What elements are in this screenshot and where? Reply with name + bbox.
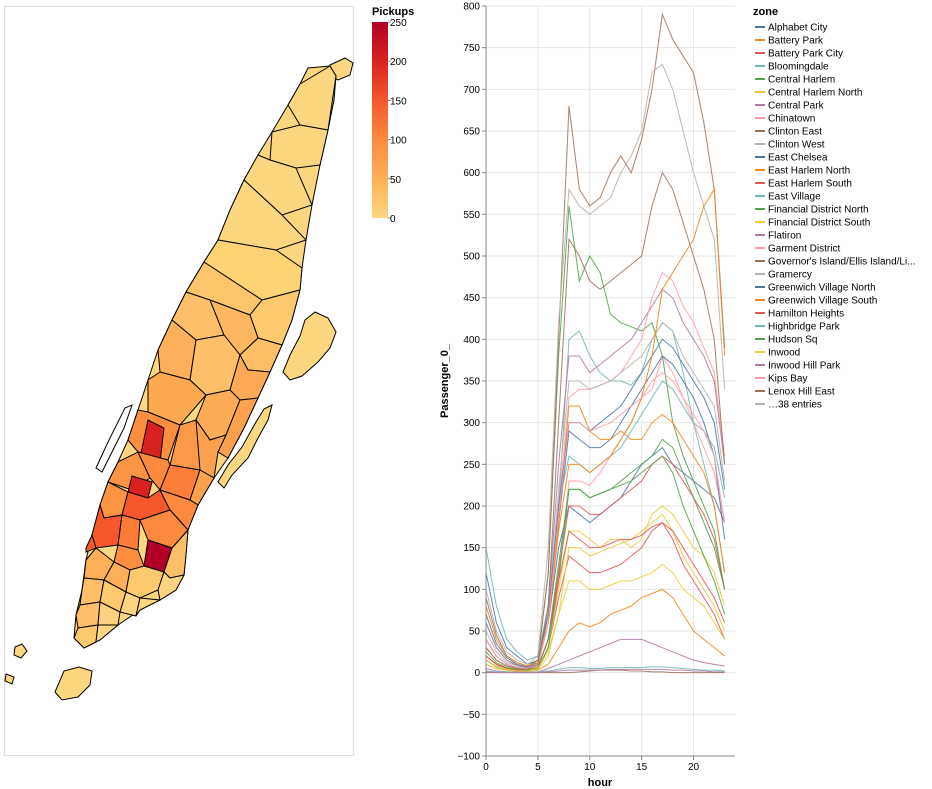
zone-seaport[interactable] xyxy=(95,624,120,643)
zone-governors-island[interactable] xyxy=(54,666,93,701)
zone-alphabet-city[interactable] xyxy=(157,571,185,601)
zone-roosevelt-fragment[interactable] xyxy=(4,673,15,685)
zone-chelsea-piers[interactable] xyxy=(85,533,97,553)
pickups-tick-label: 100 xyxy=(390,136,407,147)
pickups-tick-label: 150 xyxy=(390,96,407,107)
zone-kips-bay[interactable] xyxy=(159,489,199,531)
zone-tribeca[interactable] xyxy=(75,601,101,629)
map-zones xyxy=(73,65,337,649)
zone-randalls-island[interactable] xyxy=(13,643,28,659)
map-islands xyxy=(4,57,354,701)
zone-lower-east-side[interactable] xyxy=(135,597,162,617)
pickups-legend: Pickups 250 200 150 100 50 0 xyxy=(372,6,414,225)
zone-financial-district[interactable] xyxy=(73,624,99,649)
pickups-tick-label: 0 xyxy=(390,214,396,225)
zone-randalls-wards[interactable] xyxy=(282,311,337,381)
pickups-legend-title: Pickups xyxy=(372,6,414,18)
pickups-tick-label: 250 xyxy=(390,18,407,29)
zone-inwood-hill-park[interactable] xyxy=(269,124,329,169)
pickups-tick-label: 50 xyxy=(390,175,402,186)
zone-roosevelt-island[interactable] xyxy=(217,404,273,489)
zone-east-chelsea[interactable] xyxy=(117,514,141,551)
pickups-tick-label: 200 xyxy=(390,57,407,68)
piers-west-side xyxy=(95,404,133,473)
map-panel xyxy=(4,6,354,756)
pickups-color-ramp xyxy=(372,22,388,218)
pickups-legend-ticks: 250 200 150 100 50 0 xyxy=(388,18,407,225)
